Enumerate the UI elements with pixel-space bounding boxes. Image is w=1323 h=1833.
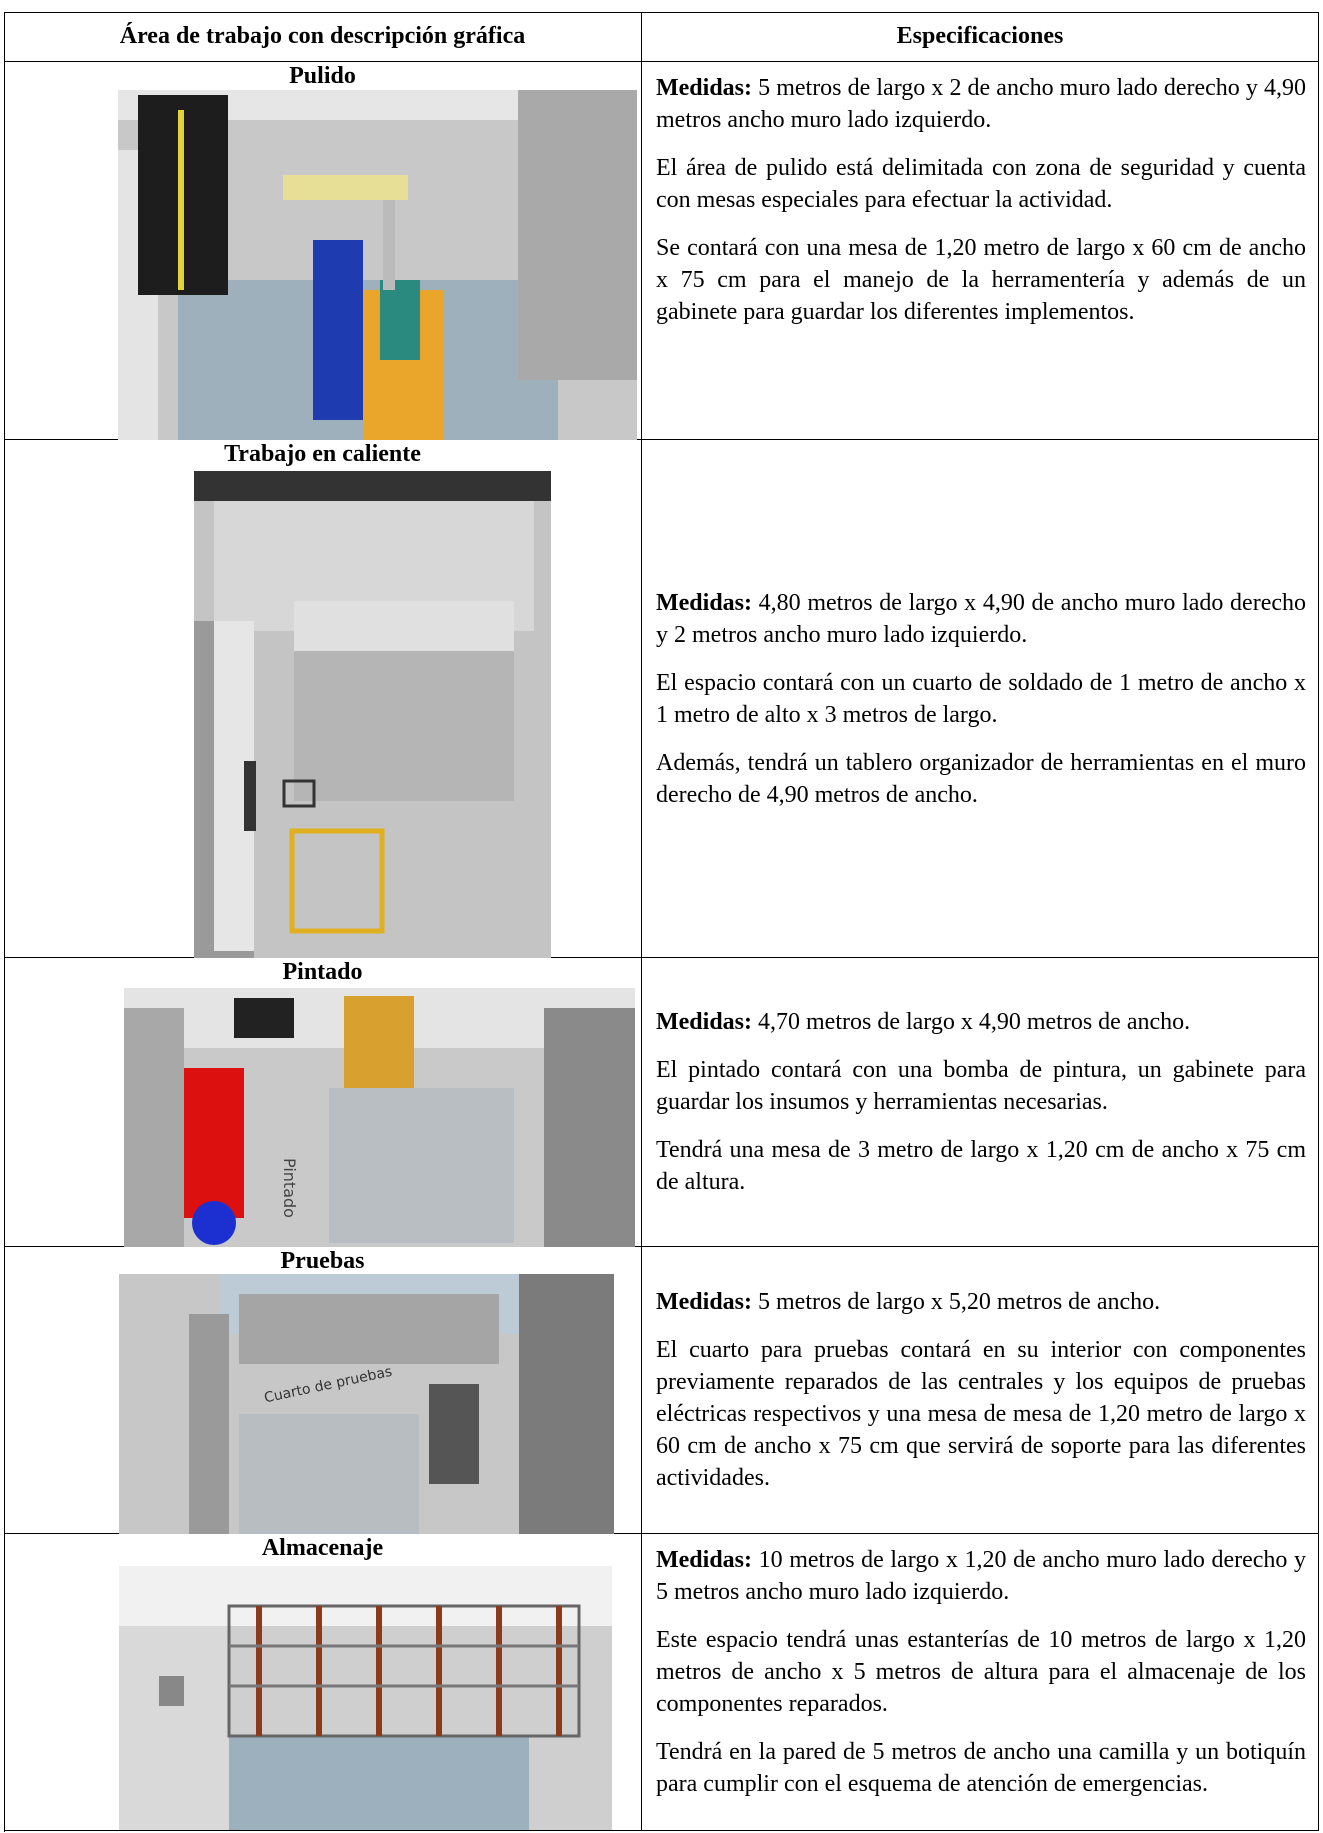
medidas-text: 10 metros de largo x 1,20 de ancho muro …: [656, 1547, 1306, 1605]
trabajo-caliente-image: [194, 471, 551, 958]
area-title: Pintado: [282, 959, 363, 985]
header-text: Especificaciones: [896, 23, 1064, 49]
area-title: Pulido: [289, 63, 356, 89]
medidas-label: Medidas:: [656, 1289, 752, 1315]
spec-paragraph: Tendrá una mesa de 3 metro de largo x 1,…: [656, 1137, 1306, 1195]
spec-paragraph: El espacio contará con un cuarto de sold…: [656, 669, 1306, 728]
medidas: Medidas: 4,80 metros de largo x 4,90 de …: [656, 587, 1306, 651]
image-label: Pintado: [280, 1158, 299, 1218]
spec-cell: Medidas: 4,70 metros de largo x 4,90 met…: [642, 958, 1319, 1247]
table: [4, 12, 1319, 1832]
medidas: Medidas: 5 metros de largo x 5,20 metros…: [656, 1286, 1306, 1318]
spec-cell: Medidas: 4,80 metros de largo x 4,90 de …: [642, 440, 1319, 958]
medidas-text: 4,80 metros de largo x 4,90 de ancho mur…: [656, 589, 1307, 648]
header-text: Área de trabajo con descripción gráfica: [119, 23, 526, 49]
almacenaje-image: [119, 1566, 612, 1830]
area-cell: Almacenaje: [4, 1534, 642, 1831]
medidas: Medidas: 4,70 metros de largo x 4,90 met…: [656, 1006, 1306, 1038]
spec-paragraph: El área de pulido está delimitada con zo…: [656, 155, 1306, 213]
spec-paragraph: Además, tendrá un tablero organizador de…: [656, 749, 1306, 808]
medidas-text: 5 metros de largo x 5,20 metros de ancho…: [758, 1289, 1161, 1315]
medidas-label: Medidas:: [656, 1009, 752, 1035]
spec-cell: Medidas: 10 metros de largo x 1,20 de an…: [642, 1534, 1319, 1831]
header-cell: Área de trabajo con descripción gráfica: [4, 12, 642, 62]
pulido-image: [118, 90, 637, 440]
spec-cell: Medidas: 5 metros de largo x 2 de ancho …: [642, 62, 1319, 440]
spec-paragraph: Tendrá en la pared de 5 metros de ancho …: [656, 1739, 1306, 1797]
area-title: Pruebas: [280, 1248, 365, 1274]
spec-paragraph: Este espacio tendrá unas estanterías de …: [656, 1627, 1306, 1717]
medidas-label: Medidas:: [656, 75, 752, 101]
medidas-text: 5 metros de largo x 2 de ancho muro lado…: [656, 75, 1307, 133]
medidas-label: Medidas:: [656, 589, 752, 616]
spec-paragraph: El cuarto para pruebas contará en su int…: [656, 1337, 1306, 1491]
medidas: Medidas: 10 metros de largo x 1,20 de an…: [656, 1544, 1306, 1608]
spec-paragraph: Se contará con una mesa de 1,20 metro de…: [656, 235, 1306, 325]
medidas-text: 4,70 metros de largo x 4,90 metros de an…: [758, 1009, 1191, 1035]
medidas: Medidas: 5 metros de largo x 2 de ancho …: [656, 72, 1306, 136]
pintado-image: Pintado: [124, 988, 635, 1247]
pruebas-image: Cuarto de pruebas: [119, 1274, 614, 1534]
area-title: Trabajo en caliente: [224, 441, 421, 467]
spec-cell: Medidas: 5 metros de largo x 5,20 metros…: [642, 1247, 1319, 1534]
medidas-label: Medidas:: [656, 1547, 752, 1573]
spec-paragraph: El pintado contará con una bomba de pint…: [656, 1057, 1306, 1115]
area-title: Almacenaje: [261, 1535, 384, 1561]
header-cell: Especificaciones: [642, 12, 1319, 62]
